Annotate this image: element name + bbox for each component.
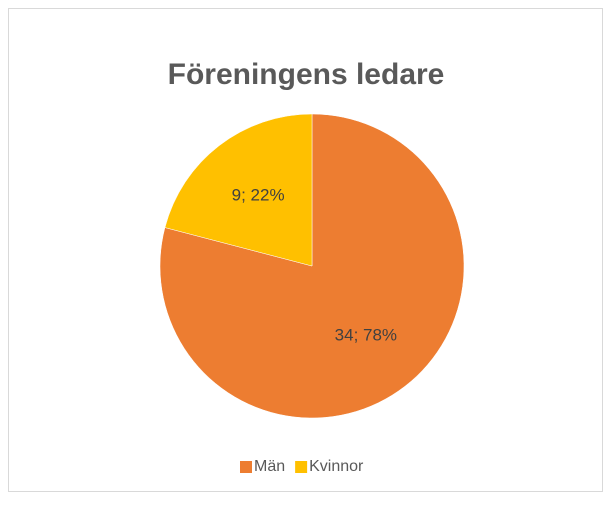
pie-slice — [159, 113, 465, 419]
legend-swatch — [295, 461, 308, 473]
pie-slice — [164, 113, 313, 267]
chart-title: Föreningens ledare — [168, 58, 445, 91]
legend-label: Män — [254, 458, 285, 475]
data-label: 34; 78% — [335, 325, 397, 344]
legend-label: Kvinnor — [309, 458, 364, 475]
data-label: 9; 22% — [232, 186, 285, 205]
legend-swatch — [240, 461, 252, 473]
